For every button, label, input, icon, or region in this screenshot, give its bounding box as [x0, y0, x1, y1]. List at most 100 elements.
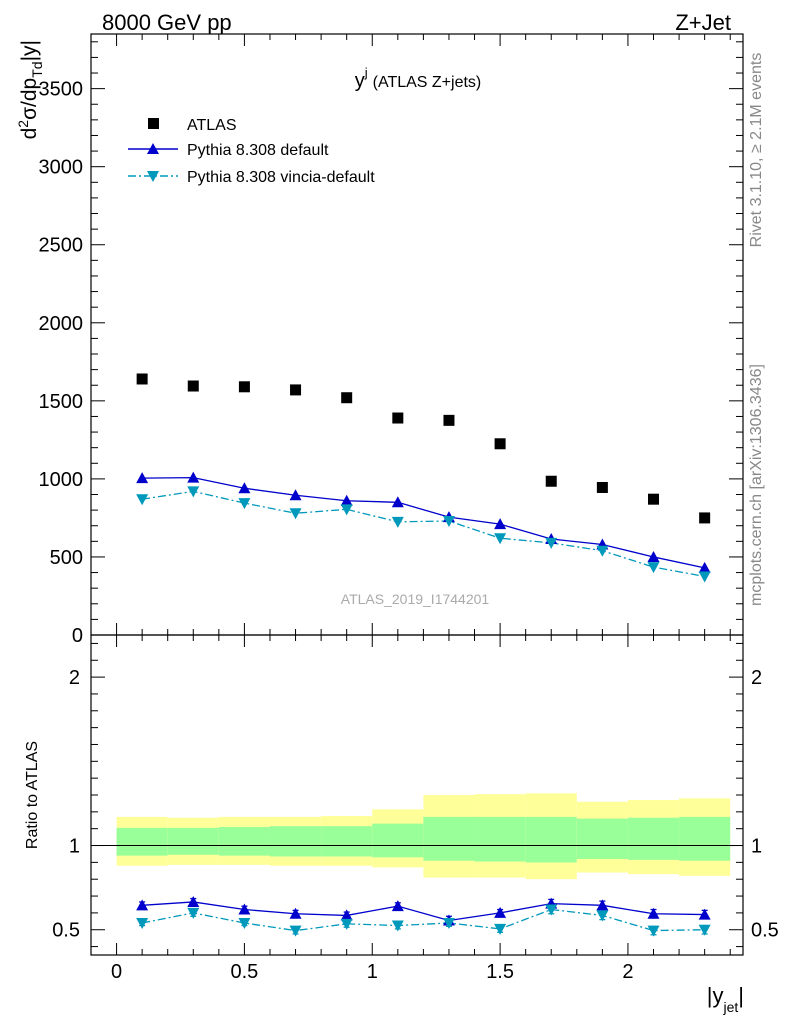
rivet-side-label: Rivet 3.1.10, ≥ 2.1M events: [748, 53, 765, 248]
main-ylabel-sub: Td: [29, 61, 45, 77]
main-y-tick-label: 3500: [39, 79, 84, 101]
ratio-pythia-default-point: [289, 907, 302, 919]
stat-uncertainty-band: [218, 827, 270, 856]
header-right-title: Z+Jet: [675, 10, 731, 35]
mcplots-side-label: mcplots.cern.ch [arXiv:1306.3436]: [748, 364, 765, 606]
x-tick-label: 2: [622, 961, 633, 983]
ratio-y-tick-label-right: 2: [751, 667, 762, 689]
ratio-y-tick-label-left: 2: [69, 667, 80, 689]
stat-uncertainty-band: [372, 823, 424, 858]
ratio-pythia-vincia-line: [142, 908, 705, 932]
main-ylabel-sup: 2: [15, 120, 31, 128]
pythia-vincia-point: [545, 537, 558, 549]
pythia-vincia-point: [187, 486, 200, 498]
atlas-data-point: [443, 414, 455, 426]
atlas-data-point: [596, 481, 608, 493]
pythia-default-point: [647, 550, 660, 562]
main-ylabel-base: d: [18, 128, 41, 140]
pythia-default-point: [289, 489, 302, 501]
ratio-y-tick-label-right: 0.5: [751, 920, 779, 942]
atlas-data-point: [699, 512, 711, 524]
atlas-data-point: [494, 438, 506, 450]
pythia-default-point: [187, 471, 200, 483]
main-ylabel-tail: |y|: [18, 40, 41, 61]
atlas-data-point: [392, 412, 404, 424]
x-tick-label: 0: [111, 961, 122, 983]
main-y-tick-label: 3000: [39, 157, 84, 179]
ratio-pythia-default-point: [391, 900, 404, 912]
pythia-default-point: [340, 494, 353, 506]
stat-uncertainty-band: [627, 817, 680, 860]
ratio-pythia-default-point: [647, 907, 660, 919]
ratio-pythia-vincia-point: [238, 918, 251, 929]
stat-uncertainty-band: [525, 816, 577, 863]
pythia-default-point: [391, 496, 404, 508]
xlabel-sub: jet: [722, 999, 738, 1015]
ratio-pythia-default-point: [238, 903, 251, 915]
atlas-data-point: [290, 384, 302, 396]
ratio-pythia-vincia-point: [340, 918, 353, 930]
atlas-data-point: [648, 493, 660, 505]
ratio-pythia-vincia-point: [545, 904, 558, 916]
stat-uncertainty-band: [116, 827, 168, 856]
ratio-y-tick-label-right: 1: [751, 836, 762, 858]
main-panel: ATLAS_2019_I1744201 yj (ATLAS Z+jets) d2σ…: [15, 33, 744, 647]
pythia-vincia-point: [698, 571, 711, 583]
main-y-tick-label: 2000: [39, 313, 84, 335]
stat-uncertainty-band: [423, 816, 475, 861]
pythia-vincia-point: [340, 504, 353, 516]
header-left-title: 8000 GeV pp: [102, 10, 232, 35]
legend-default-label: Pythia 8.308 default: [187, 142, 329, 159]
ratio-pythia-vincia-point: [187, 907, 200, 919]
pythia-vincia-point: [289, 508, 302, 520]
stat-uncertainty-band: [269, 826, 322, 857]
atlas-data-point: [545, 475, 557, 487]
main-y-tick-label: 0: [72, 625, 83, 647]
ratio-y-axis-label: Ratio to ATLAS: [24, 741, 41, 849]
pythia-vincia-point: [596, 545, 609, 557]
legend-atlas-label: ATLAS: [187, 117, 237, 134]
pythia-default-line: [142, 476, 705, 569]
main-y-tick-label: 2500: [39, 235, 84, 257]
ratio-pythia-vincia-point: [494, 923, 507, 935]
stat-uncertainty-band: [679, 816, 731, 861]
x-tick-label: 1.5: [486, 961, 514, 983]
pythia-vincia-point: [391, 516, 404, 528]
atlas-data-point: [341, 392, 353, 404]
ratio-y-tick-label-left: 1: [69, 836, 80, 858]
stat-uncertainty-band: [321, 826, 373, 857]
ratio-y-tick-label-left: 0.5: [52, 920, 80, 942]
xlabel-base: |y: [707, 983, 724, 1008]
ratio-pythia-vincia-point: [698, 924, 711, 936]
stat-uncertainty-band: [167, 827, 219, 855]
pythia-vincia-point: [238, 498, 251, 510]
main-y-tick-label: 1000: [39, 469, 84, 491]
legend-atlas-marker: [148, 118, 159, 129]
ratio-pythia-default-point: [698, 908, 711, 920]
ratio-pythia-vincia-point: [647, 925, 660, 937]
main-y-tick-label: 1500: [39, 391, 84, 413]
plot-label-main: y: [355, 70, 365, 92]
plot-label: yj (ATLAS Z+jets): [355, 65, 482, 92]
plot-label-sup: j: [364, 65, 368, 80]
atlas-data-point: [136, 373, 148, 385]
pythia-vincia-line: [142, 490, 705, 578]
ratio-pythia-default-line: [142, 901, 705, 922]
pythia-vincia-point: [647, 562, 660, 574]
main-ylabel-mid: σ/dp: [18, 78, 41, 120]
main-y-tick-label: 500: [50, 547, 83, 569]
pythia-default-point: [238, 482, 251, 494]
stat-uncertainty-band: [474, 816, 526, 862]
ratio-panel: Ratio to ATLAS 0.5 0.5 1 1 2 2: [24, 634, 779, 956]
ratio-pythia-vincia-point: [442, 918, 455, 929]
ratio-pythia-default-point: [596, 899, 609, 911]
ratio-pythia-default-point: [494, 906, 507, 918]
ratio-pythia-vincia-point: [596, 910, 609, 922]
ratio-panel-frame: [90, 634, 744, 956]
ratio-pythia-default-point: [136, 899, 149, 911]
ratio-pythia-vincia-point: [136, 918, 149, 929]
pythia-vincia-point: [494, 533, 507, 545]
x-tick-label: 0.5: [231, 961, 259, 983]
main-y-axis-label: d2σ/dpTd|y|: [15, 40, 45, 139]
x-tick-label: 1: [367, 961, 378, 983]
